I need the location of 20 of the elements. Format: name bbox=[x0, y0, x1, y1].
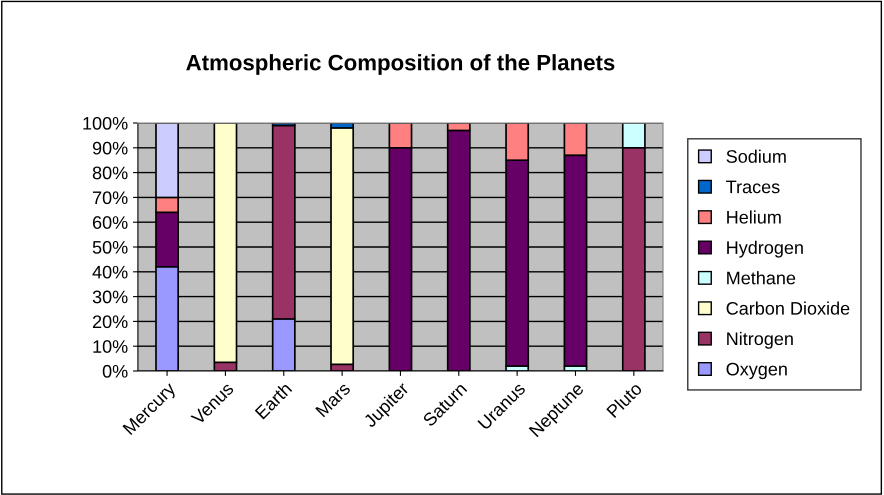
legend-label: Carbon Dioxide bbox=[726, 302, 850, 315]
y-tick-label: 90% bbox=[92, 142, 128, 155]
legend-label: Sodium bbox=[726, 150, 786, 163]
y-tick-label: 80% bbox=[92, 166, 128, 180]
legend-label: Traces bbox=[726, 180, 780, 194]
legend-label: Hydrogen bbox=[727, 240, 803, 258]
y-tick-label: 40% bbox=[92, 266, 128, 279]
legend-label: Nitrogen bbox=[727, 332, 793, 349]
legend-label: Oxygen bbox=[726, 362, 787, 380]
y-tick-label: 30% bbox=[92, 290, 128, 304]
legend-label: Helium bbox=[727, 210, 781, 224]
y-tick-label: 20% bbox=[92, 315, 128, 328]
y-tick-label: 60% bbox=[92, 216, 128, 229]
y-tick-label: 70% bbox=[92, 191, 128, 204]
y-tick-label: 50% bbox=[92, 240, 128, 254]
y-tick-label: 100% bbox=[83, 116, 128, 130]
chart-title: Atmospheric Composition of the Planets bbox=[186, 54, 614, 75]
y-tick-label: 10% bbox=[93, 340, 128, 353]
y-tick-label: 0% bbox=[102, 364, 128, 378]
legend-label: Methane bbox=[727, 271, 796, 284]
